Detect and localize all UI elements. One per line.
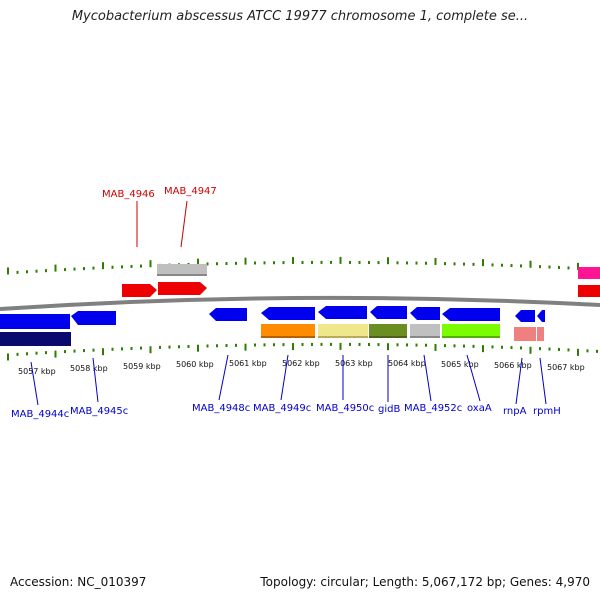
feature-olive[interactable] xyxy=(369,324,407,338)
minus-gene-labels: MAB_4944c MAB_4945c MAB_4948c MAB_4949c … xyxy=(11,354,561,420)
minus-strand-features xyxy=(0,306,545,346)
feature-salmon[interactable] xyxy=(514,327,536,341)
ruler-label: 5058 kbp xyxy=(70,364,108,373)
feature-gidb[interactable] xyxy=(370,306,407,319)
chromosome-backbone xyxy=(0,295,600,311)
gene-label-rnpa[interactable]: rnpA xyxy=(503,406,527,417)
plus-strand-features xyxy=(122,264,600,297)
ruler-label: 5059 kbp xyxy=(123,362,161,371)
ruler-label: 5061 kbp xyxy=(229,359,267,368)
gene-label-mab-4947[interactable]: MAB_4947 xyxy=(164,186,217,197)
plus-gene-labels: MAB_4946 MAB_4947 xyxy=(102,186,217,248)
map-title: Mycobacterium abscessus ATCC 19977 chrom… xyxy=(71,9,529,24)
feature-oxaa[interactable] xyxy=(442,308,500,321)
feature-rpmh[interactable] xyxy=(537,310,545,322)
gene-label-mab-4949c[interactable]: MAB_4949c xyxy=(253,403,311,414)
gene-label-mab-4945c[interactable]: MAB_4945c xyxy=(70,406,128,417)
ruler-label: 5062 kbp xyxy=(282,359,320,368)
ruler-label: 5064 kbp xyxy=(388,359,426,368)
ruler-label: 5066 kbp xyxy=(494,361,532,370)
feature-mab-4946[interactable] xyxy=(122,284,157,297)
feature-mab-4949c[interactable] xyxy=(261,307,315,320)
feature-mab-4952c[interactable] xyxy=(410,307,440,320)
feature-salmon-2[interactable] xyxy=(537,327,544,341)
feature-mab-4947[interactable] xyxy=(158,282,207,295)
feature-gray-bottom[interactable] xyxy=(410,324,440,338)
feature-mab-4945c[interactable] xyxy=(71,311,116,325)
ruler-label: 5063 kbp xyxy=(335,359,373,368)
ruler-label: 5057 kbp xyxy=(18,367,56,376)
ruler-labels: 5057 kbp 5058 kbp 5059 kbp 5060 kbp 5061… xyxy=(18,359,585,376)
ruler-label: 5065 kbp xyxy=(441,360,479,369)
feature-mab-4944c[interactable] xyxy=(0,314,70,329)
feature-mab-4948c[interactable] xyxy=(209,308,247,321)
feature-gray-top[interactable] xyxy=(157,264,207,276)
inner-tick-row xyxy=(7,342,598,361)
gene-label-oxaa[interactable]: oxaA xyxy=(467,403,492,414)
topology-summary: Topology: circular; Length: 5,067,172 bp… xyxy=(260,575,590,589)
accession-label: Accession: NC_010397 xyxy=(10,575,147,589)
gene-label-mab-4948c[interactable]: MAB_4948c xyxy=(192,403,250,414)
gene-label-mab-4946[interactable]: MAB_4946 xyxy=(102,189,155,200)
feature-red-edge[interactable] xyxy=(578,285,600,297)
feature-mab-4950c[interactable] xyxy=(318,306,367,319)
outer-tick-row xyxy=(7,256,598,275)
gene-label-gidb[interactable]: gidB xyxy=(378,404,400,415)
feature-lime[interactable] xyxy=(442,324,500,338)
ruler-label: 5060 kbp xyxy=(176,360,214,369)
gene-label-rpmh[interactable]: rpmH xyxy=(533,406,561,417)
feature-pink[interactable] xyxy=(578,267,600,279)
gene-label-mab-4950c[interactable]: MAB_4950c xyxy=(316,403,374,414)
feature-orange[interactable] xyxy=(261,324,315,338)
feature-khaki[interactable] xyxy=(318,324,368,338)
ruler-label: 5067 kbp xyxy=(547,363,585,372)
gene-label-mab-4952c[interactable]: MAB_4952c xyxy=(404,403,462,414)
feature-rnpa[interactable] xyxy=(515,310,535,322)
feature-mab-4944c-dark[interactable] xyxy=(0,332,71,346)
gene-label-mab-4944c[interactable]: MAB_4944c xyxy=(11,409,69,420)
